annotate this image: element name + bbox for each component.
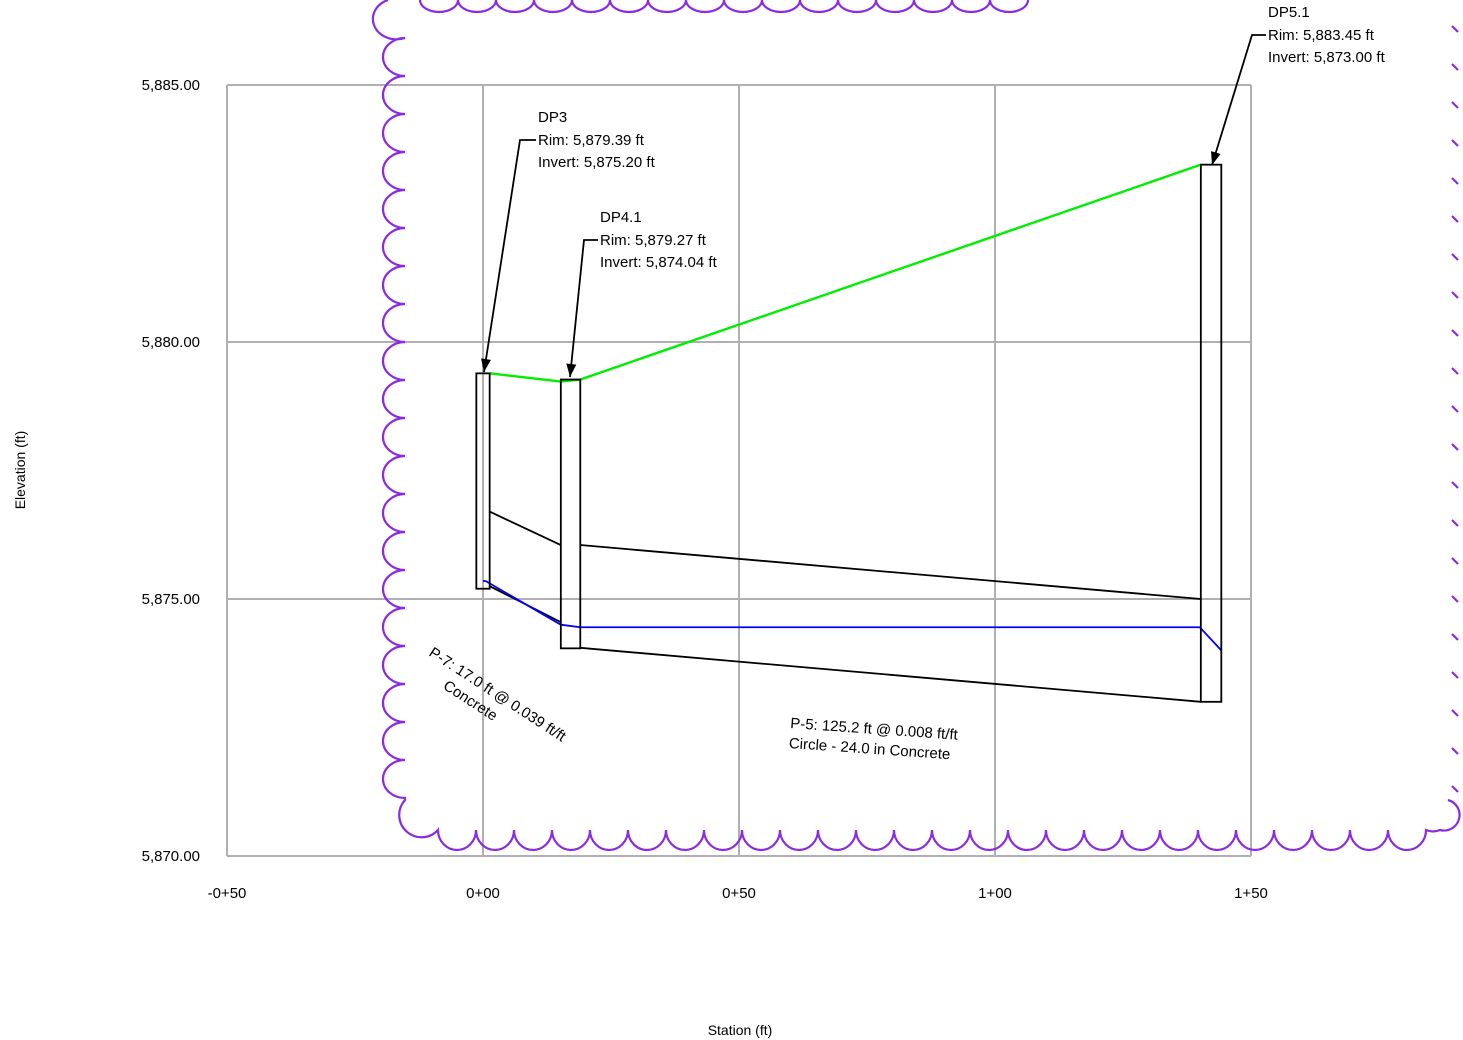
callout-leader	[569, 239, 598, 378]
pipe-p5-invert	[580, 646, 1201, 703]
callout-name: DP3	[538, 109, 567, 126]
x-axis-label: Station (ft)	[708, 1022, 773, 1038]
y-tick-label: 5,885.00	[142, 77, 200, 94]
pipe-p7-crown	[489, 510, 562, 546]
x-tick-label: -0+50	[208, 885, 247, 902]
callout-DP3: DP3 Rim: 5,879.39 ft Invert: 5,875.20 ft	[481, 109, 656, 373]
structure-DP4-1	[559, 378, 582, 650]
callout-name: DP4.1	[600, 209, 642, 226]
callout-leader	[483, 139, 536, 373]
callout-arrowhead	[481, 358, 491, 372]
callout-rim: Rim: 5,879.27 ft	[600, 232, 707, 249]
y-tick-label: 5,880.00	[142, 334, 200, 351]
callout-invert: Invert: 5,873.00 ft	[1268, 49, 1386, 66]
ground-line	[489, 163, 1202, 383]
pipe-label-p5: P-5: 125.2 ft @ 0.008 ft/ft Circle - 24.…	[788, 715, 959, 763]
structure-DP3	[475, 372, 491, 590]
structures	[475, 163, 1223, 703]
y-tick-label: 5,875.00	[142, 591, 200, 608]
callout-rim: Rim: 5,883.45 ft	[1268, 27, 1375, 44]
callout-leader	[1211, 34, 1266, 166]
callout-name: DP5.1	[1268, 4, 1310, 21]
hydraulic-grade-line	[483, 580, 1222, 652]
callout-rim: Rim: 5,879.39 ft	[538, 132, 645, 149]
callout-arrowhead	[566, 363, 577, 377]
callout-invert: Invert: 5,875.20 ft	[538, 154, 656, 171]
revision-cloud	[371, 0, 1461, 852]
x-tick-label: 1+00	[978, 885, 1012, 902]
callout-DP5-1: DP5.1 Rim: 5,883.45 ft Invert: 5,873.00 ft	[1211, 4, 1386, 166]
structure-DP5-1	[1199, 163, 1223, 703]
hgl-line	[483, 580, 1222, 652]
callout-invert: Invert: 5,874.04 ft	[600, 254, 718, 271]
callout-DP4-1: DP4.1 Rim: 5,879.27 ft Invert: 5,874.04 ft	[566, 209, 718, 378]
x-tick-label: 0+00	[466, 885, 500, 902]
y-tick-label: 5,870.00	[142, 848, 200, 865]
axis-ticks: -0+50 0+00 0+50 1+00 1+50 5,870.00 5,875.00 5,8…	[142, 77, 1268, 902]
pipes	[489, 510, 1201, 703]
x-tick-label: 1+50	[1234, 885, 1268, 902]
grid	[226, 84, 1252, 857]
ground-profile	[489, 163, 1202, 383]
y-axis-label: Elevation (ft)	[12, 431, 28, 510]
callout-arrowhead	[1211, 151, 1221, 165]
x-tick-label: 0+50	[722, 885, 756, 902]
pipe-p5-crown	[580, 544, 1201, 600]
pipe-label-p7: P-7: 17.0 ft @ 0.039 ft/ft Concrete	[426, 644, 570, 746]
